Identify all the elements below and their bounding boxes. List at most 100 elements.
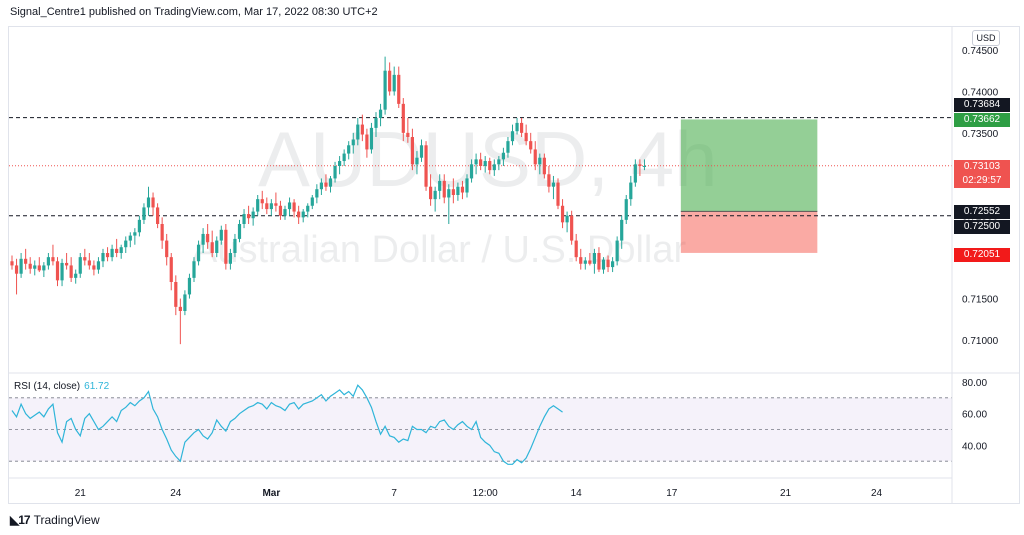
tradingview-logo-icon: ◣17	[10, 513, 31, 527]
candle	[378, 103, 383, 127]
candle	[633, 159, 637, 187]
publish-info: Signal_Centre1 published on TradingView.…	[10, 6, 378, 18]
candle	[333, 161, 337, 183]
candle	[101, 248, 105, 268]
rsi-legend[interactable]: RSI (14, close) 61.72	[14, 381, 109, 392]
candle	[397, 66, 401, 108]
candle	[110, 244, 114, 262]
candle	[324, 174, 328, 191]
candle	[165, 233, 169, 266]
rsi-legend-value: 61.72	[84, 381, 110, 392]
candle	[228, 248, 232, 270]
candle	[92, 260, 96, 276]
candle	[51, 244, 55, 266]
candle	[624, 195, 628, 224]
candle	[529, 132, 533, 154]
candle	[310, 195, 314, 210]
candle	[469, 159, 474, 183]
price-tick: 0.71500	[962, 295, 999, 306]
candle	[96, 257, 101, 274]
candle	[119, 244, 123, 259]
candle	[547, 166, 551, 193]
rsi-band	[9, 397, 952, 462]
price-label-last: 0.73103	[954, 160, 1010, 174]
candle	[438, 174, 442, 200]
candle	[401, 98, 405, 142]
candle	[392, 66, 396, 96]
candle	[488, 157, 492, 175]
candle	[374, 112, 378, 137]
candle	[629, 175, 633, 206]
candle	[306, 203, 310, 218]
candle	[597, 247, 601, 273]
candle	[515, 117, 519, 135]
time-axis[interactable]: 21 24 Mar 7 12:00 14 17 21 24	[75, 488, 883, 499]
candles	[10, 56, 647, 345]
candle	[356, 117, 360, 146]
candle	[78, 253, 82, 278]
candle	[224, 224, 228, 270]
candle	[360, 114, 364, 142]
candle	[479, 152, 483, 171]
rsi-band-fill	[9, 397, 952, 462]
candle	[606, 255, 610, 273]
candle	[551, 175, 556, 200]
candle	[429, 174, 433, 206]
profit-zone[interactable]	[680, 119, 818, 212]
candle	[474, 153, 478, 175]
candle	[283, 205, 287, 220]
candle	[14, 258, 19, 295]
price-label-line-upper: 0.73684	[954, 98, 1010, 112]
candle	[278, 200, 283, 220]
candle	[506, 137, 510, 158]
candle	[570, 210, 574, 245]
candle	[74, 269, 78, 284]
candle	[187, 273, 192, 299]
loss-zone[interactable]	[680, 211, 818, 253]
rsi-series	[11, 384, 563, 465]
candle	[560, 199, 565, 229]
candle	[192, 257, 196, 282]
rsi-line	[11, 384, 563, 465]
candle	[251, 207, 255, 226]
rsi-tick: 40.00	[962, 441, 987, 452]
candle	[620, 215, 624, 249]
candle	[388, 62, 392, 96]
rsi-legend-title: RSI (14, close)	[14, 381, 81, 392]
candle	[520, 117, 524, 137]
candle	[183, 290, 187, 316]
candle	[210, 230, 214, 258]
time-tick: 21	[75, 488, 87, 499]
candle	[169, 253, 173, 291]
candle	[196, 240, 201, 266]
footer-brand[interactable]: ◣17 TradingView	[10, 513, 100, 527]
candle	[146, 186, 151, 216]
candle	[592, 248, 596, 274]
time-tick: 24	[871, 488, 883, 499]
rsi-tick: 80.00	[962, 378, 987, 389]
time-tick: 24	[170, 488, 182, 499]
candle	[265, 197, 269, 215]
candle	[215, 236, 219, 258]
price-axis[interactable]: 0.745000.740000.735000.730000.725000.720…	[962, 46, 999, 347]
price-label-entry: 0.72552	[954, 205, 1010, 219]
time-tick: 17	[666, 488, 678, 499]
position-zone[interactable]	[680, 119, 818, 253]
candle	[601, 257, 606, 274]
time-tick: Mar	[262, 488, 280, 499]
currency-button[interactable]: USD	[972, 30, 1000, 46]
candle	[533, 141, 537, 171]
candle	[292, 199, 296, 218]
candle	[451, 178, 455, 204]
candle	[247, 205, 251, 224]
candle	[60, 258, 64, 287]
price-label-line-lower: 0.72500	[954, 220, 1010, 234]
candle	[105, 247, 110, 262]
candle	[383, 56, 387, 115]
candle	[351, 132, 355, 154]
candle	[83, 248, 87, 266]
time-tick: 7	[391, 488, 397, 499]
candle	[28, 257, 32, 274]
candle	[574, 233, 578, 262]
